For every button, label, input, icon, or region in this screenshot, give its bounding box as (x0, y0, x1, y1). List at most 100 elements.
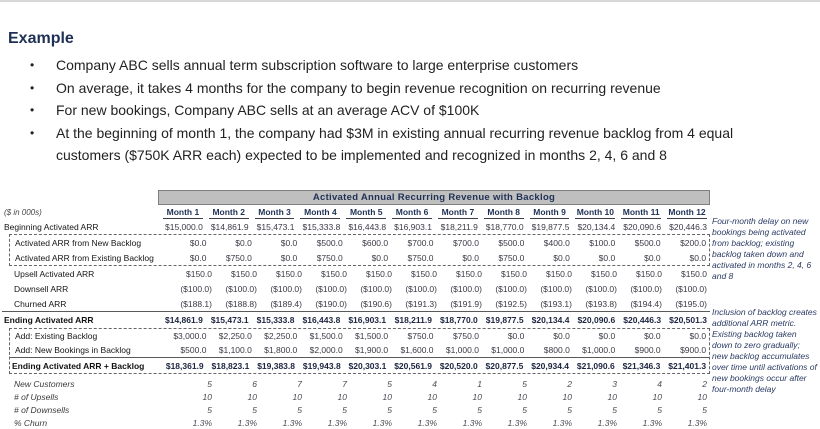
table-cell: $100.0 (589, 237, 616, 248)
table-cell: $20,134.4 (577, 221, 616, 232)
table-cell: 5 (612, 404, 617, 415)
table-cell: $20,134.4 (531, 315, 570, 325)
table-cell: $20,303.1 (348, 360, 387, 371)
table-cell: 1 (477, 378, 482, 389)
month-column-header: Month 4 (297, 207, 343, 219)
table-cell: $2,000.0 (309, 345, 343, 355)
table-cell: 10 (472, 391, 482, 402)
table-cell: $0.0 (644, 331, 661, 341)
month-column-header: Month 7 (435, 207, 481, 219)
table-cell: ($100.0) (495, 283, 527, 294)
table-cell: $150.0 (276, 268, 302, 279)
table-row: Downsell ARR ($100.0) ($100.0) ($100.0) ($10… (2, 281, 710, 296)
table-cell: $0.0 (235, 237, 252, 248)
table-cell: $400.0 (543, 237, 570, 248)
table-cell: ($189.4) (270, 298, 302, 309)
table-title-bar: Activated Annual Recurring Revenue with … (158, 190, 710, 205)
bullet-item: For new bookings, Company ABC sells at a… (30, 99, 756, 122)
table-cell: 5 (387, 404, 392, 415)
table-cell: $150.0 (456, 268, 482, 279)
table-cell: 10 (337, 391, 347, 402)
table-cell: $700.0 (407, 237, 434, 248)
table-cell: $15,333.8 (302, 221, 341, 232)
table-cell: ($100.0) (630, 283, 662, 294)
arr-model-table: Activated Annual Recurring Revenue with … (2, 190, 710, 429)
row-label: Ending Activated ARR (4, 315, 94, 325)
table-cell: $18,823.1 (211, 360, 250, 371)
table-row: Add: New Bookings in Backlog $500.0 $1,100… (10, 343, 709, 357)
table-cell: $150.0 (366, 268, 392, 279)
table-row: Activated ARR from New Backlog $0.0 $0.0 $0… (10, 235, 709, 250)
table-cell: $150.0 (681, 268, 707, 279)
table-cell: $750.0 (407, 331, 434, 341)
table-cell: 10 (247, 391, 257, 402)
annotation-backlog-delay: Four-month delay on new bookings being a… (712, 216, 812, 281)
row-label: Activated ARR from New Backlog (15, 237, 142, 248)
month-column-header: Month 11 (621, 207, 662, 219)
table-cell: $14,861.9 (165, 315, 203, 325)
table-cell: $0.0 (462, 252, 479, 263)
table-cell: $15,333.8 (256, 315, 295, 325)
table-cell: $16,903.1 (348, 315, 387, 325)
table-cell: $16,443.8 (302, 315, 341, 325)
table-cell: 7 (342, 378, 347, 389)
table-cell: $20,520.0 (439, 360, 478, 371)
table-cell: 5 (207, 404, 212, 415)
table-cell: $1,900.0 (355, 345, 389, 355)
month-column-header: Month 6 (389, 207, 435, 219)
table-cell: ($100.0) (225, 283, 257, 294)
table-cell: $19,383.8 (257, 360, 296, 371)
table-cell: ($190.0) (315, 298, 347, 309)
table-cell: $0.0 (689, 252, 707, 263)
row-label: Add: Existing Backlog (15, 331, 98, 341)
row-label: # of Upsells (14, 391, 59, 402)
table-cell: ($190.6) (360, 298, 392, 309)
table-row: Churned ARR ($188.1) ($188.8) ($189.4) ($190… (2, 296, 710, 311)
table-cell: $20,446.3 (669, 221, 707, 232)
table-cell: $20,934.4 (531, 360, 570, 371)
row-label: Beginning Activated ARR (4, 221, 99, 232)
annotation-backlog-metric: Inclusion of backlog creates additional … (712, 307, 817, 394)
table-cell: 5 (252, 404, 257, 415)
table-cell: $0.0 (644, 252, 661, 263)
table-cell: $750.0 (225, 252, 252, 263)
table-cell: $500.0 (180, 345, 207, 355)
table-cell: $800.0 (543, 345, 570, 355)
table-cell: $500.0 (634, 237, 661, 248)
table-cell: $15,473.1 (256, 221, 295, 232)
table-cell: ($100.0) (675, 283, 707, 294)
table-cell: ($188.1) (180, 298, 212, 309)
table-cell: $150.0 (501, 268, 527, 279)
table-cell: $0.0 (689, 331, 707, 341)
table-cell: $0.0 (371, 252, 389, 263)
month-header-row: ($ in 000s) Month 1 Month 2 Month 3 Month 4… (2, 205, 710, 219)
table-cell: ($100.0) (270, 283, 302, 294)
table-cell: $3,000.0 (173, 331, 207, 341)
month-column-header: Month 2 (206, 207, 252, 219)
table-cell: ($194.4) (630, 298, 662, 309)
table-cell: $1,500.0 (355, 331, 389, 341)
bullet-item: Company ABC sells annual term subscripti… (30, 54, 756, 77)
table-cell: ($100.0) (450, 283, 482, 294)
table-row: Ending Activated ARR $14,861.9 $15,473.1 $1… (2, 311, 710, 328)
table-cell: $750.0 (498, 252, 525, 263)
table-cell: 6 (252, 378, 257, 389)
table-cell: $14,861.9 (210, 221, 249, 232)
table-cell: ($100.0) (360, 283, 392, 294)
table-cell: $0.0 (598, 252, 616, 263)
table-cell: $750.0 (452, 331, 479, 341)
table-row: Ending Activated ARR + Backlog $18,361.9 $… (10, 357, 709, 373)
table-cell: $150.0 (411, 268, 437, 279)
table-cell: $0.0 (280, 252, 298, 263)
table-row: Upsell Activated ARR $150.0 $150.0 $150.0 $1… (2, 266, 710, 281)
table-cell: $18,361.9 (165, 360, 204, 371)
table-cell: $750.0 (407, 252, 434, 263)
table-row: New Customers 5 6 7 7 5 4 1 5 2 3 4 2 (2, 377, 710, 390)
table-cell: $21,401.3 (668, 360, 707, 371)
table-cell: $150.0 (636, 268, 662, 279)
table-cell: 5 (567, 404, 572, 415)
month-column-header: Month 3 (252, 207, 298, 219)
table-cell: $19,877.5 (485, 315, 524, 325)
table-cell: $20,561.9 (394, 360, 433, 371)
table-cell: 5 (657, 404, 662, 415)
